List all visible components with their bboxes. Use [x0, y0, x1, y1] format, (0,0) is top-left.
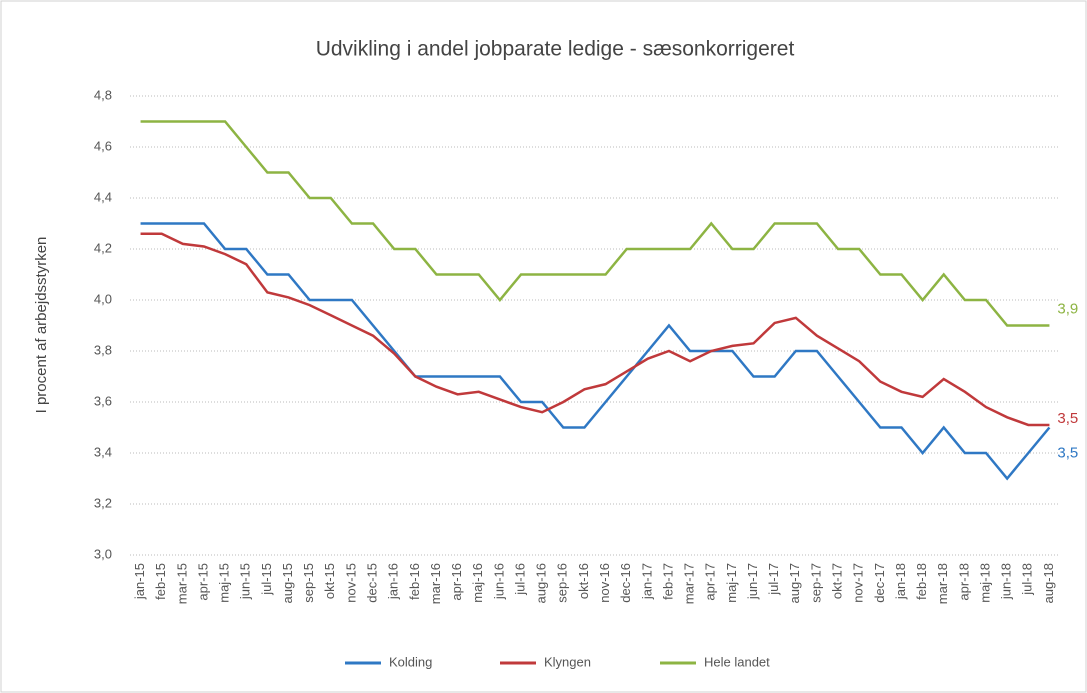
x-tick-label: aug-16 [534, 563, 549, 603]
y-tick-label: 3,0 [94, 546, 112, 561]
x-tick-label: dec-17 [872, 563, 887, 603]
x-tick-label: nov-15 [343, 563, 358, 603]
x-tick-label: jan-17 [639, 563, 654, 600]
y-tick-label: 4,2 [94, 240, 112, 255]
x-tick-label: maj-15 [217, 563, 232, 603]
legend-label: Klyngen [544, 654, 591, 669]
y-axis-label: I procent af arbejdsstyrken [33, 237, 50, 414]
x-tick-label: aug-18 [1041, 563, 1056, 603]
x-tick-label: sep-17 [808, 563, 823, 603]
x-tick-label: jun-16 [491, 563, 506, 600]
y-tick-label: 3,6 [94, 393, 112, 408]
data-label: 3,5 [1057, 410, 1078, 427]
x-tick-label: jul-18 [1020, 563, 1035, 596]
x-tick-label: jun-18 [999, 563, 1014, 600]
y-tick-label: 4,8 [94, 87, 112, 102]
x-tick-label: jul-15 [259, 563, 274, 596]
x-tick-label: okt-17 [830, 563, 845, 599]
chart-title: Udvikling i andel jobparate ledige - sæs… [316, 38, 795, 61]
y-tick-label: 3,4 [94, 444, 112, 459]
x-tick-label: sep-15 [301, 563, 316, 603]
x-tick-label: jul-17 [766, 563, 781, 596]
x-tick-label: apr-17 [703, 563, 718, 601]
x-tick-label: apr-18 [956, 563, 971, 601]
x-tick-label: apr-16 [449, 563, 464, 601]
x-tick-label: jan-16 [386, 563, 401, 600]
x-tick-label: maj-17 [724, 563, 739, 603]
x-tick-label: feb-15 [153, 563, 168, 600]
y-tick-label: 4,6 [94, 138, 112, 153]
x-tick-label: jun-17 [745, 563, 760, 600]
legend-label: Hele landet [704, 654, 770, 669]
x-tick-label: okt-15 [322, 563, 337, 599]
x-tick-label: feb-17 [660, 563, 675, 600]
x-tick-label: feb-16 [407, 563, 422, 600]
data-label: 3,5 [1057, 444, 1078, 461]
x-tick-label: nov-17 [851, 563, 866, 603]
line-series [140, 222, 1051, 481]
x-tick-label: okt-16 [576, 563, 591, 599]
y-tick-label: 3,8 [94, 342, 112, 357]
x-tick-label: aug-15 [280, 563, 295, 603]
x-tick-label: mar-15 [174, 563, 189, 604]
x-tick-label: sep-16 [555, 563, 570, 603]
x-tick-label: jan-15 [132, 563, 147, 600]
data-label: 3,9 [1057, 300, 1078, 317]
y-tick-label: 4,4 [94, 189, 112, 204]
x-tick-label: mar-16 [428, 563, 443, 604]
y-tick-label: 4,0 [94, 291, 112, 306]
x-tick-label: feb-18 [914, 563, 929, 600]
x-tick-label: dec-16 [618, 563, 633, 603]
x-tick-label: apr-15 [195, 563, 210, 601]
x-tick-label: dec-15 [365, 563, 380, 603]
x-tick-label: jun-15 [238, 563, 253, 600]
x-tick-label: maj-16 [470, 563, 485, 603]
x-tick-label: mar-18 [935, 563, 950, 604]
x-tick-label: aug-17 [787, 563, 802, 603]
y-tick-label: 3,2 [94, 495, 112, 510]
x-tick-label: jul-16 [512, 563, 527, 596]
line-series [140, 232, 1050, 427]
x-tick-label: jan-18 [893, 563, 908, 600]
legend-label: Kolding [389, 654, 432, 669]
line-series [140, 120, 1050, 327]
x-tick-label: mar-17 [682, 563, 697, 604]
x-tick-label: maj-18 [977, 563, 992, 603]
x-tick-label: nov-16 [597, 563, 612, 603]
